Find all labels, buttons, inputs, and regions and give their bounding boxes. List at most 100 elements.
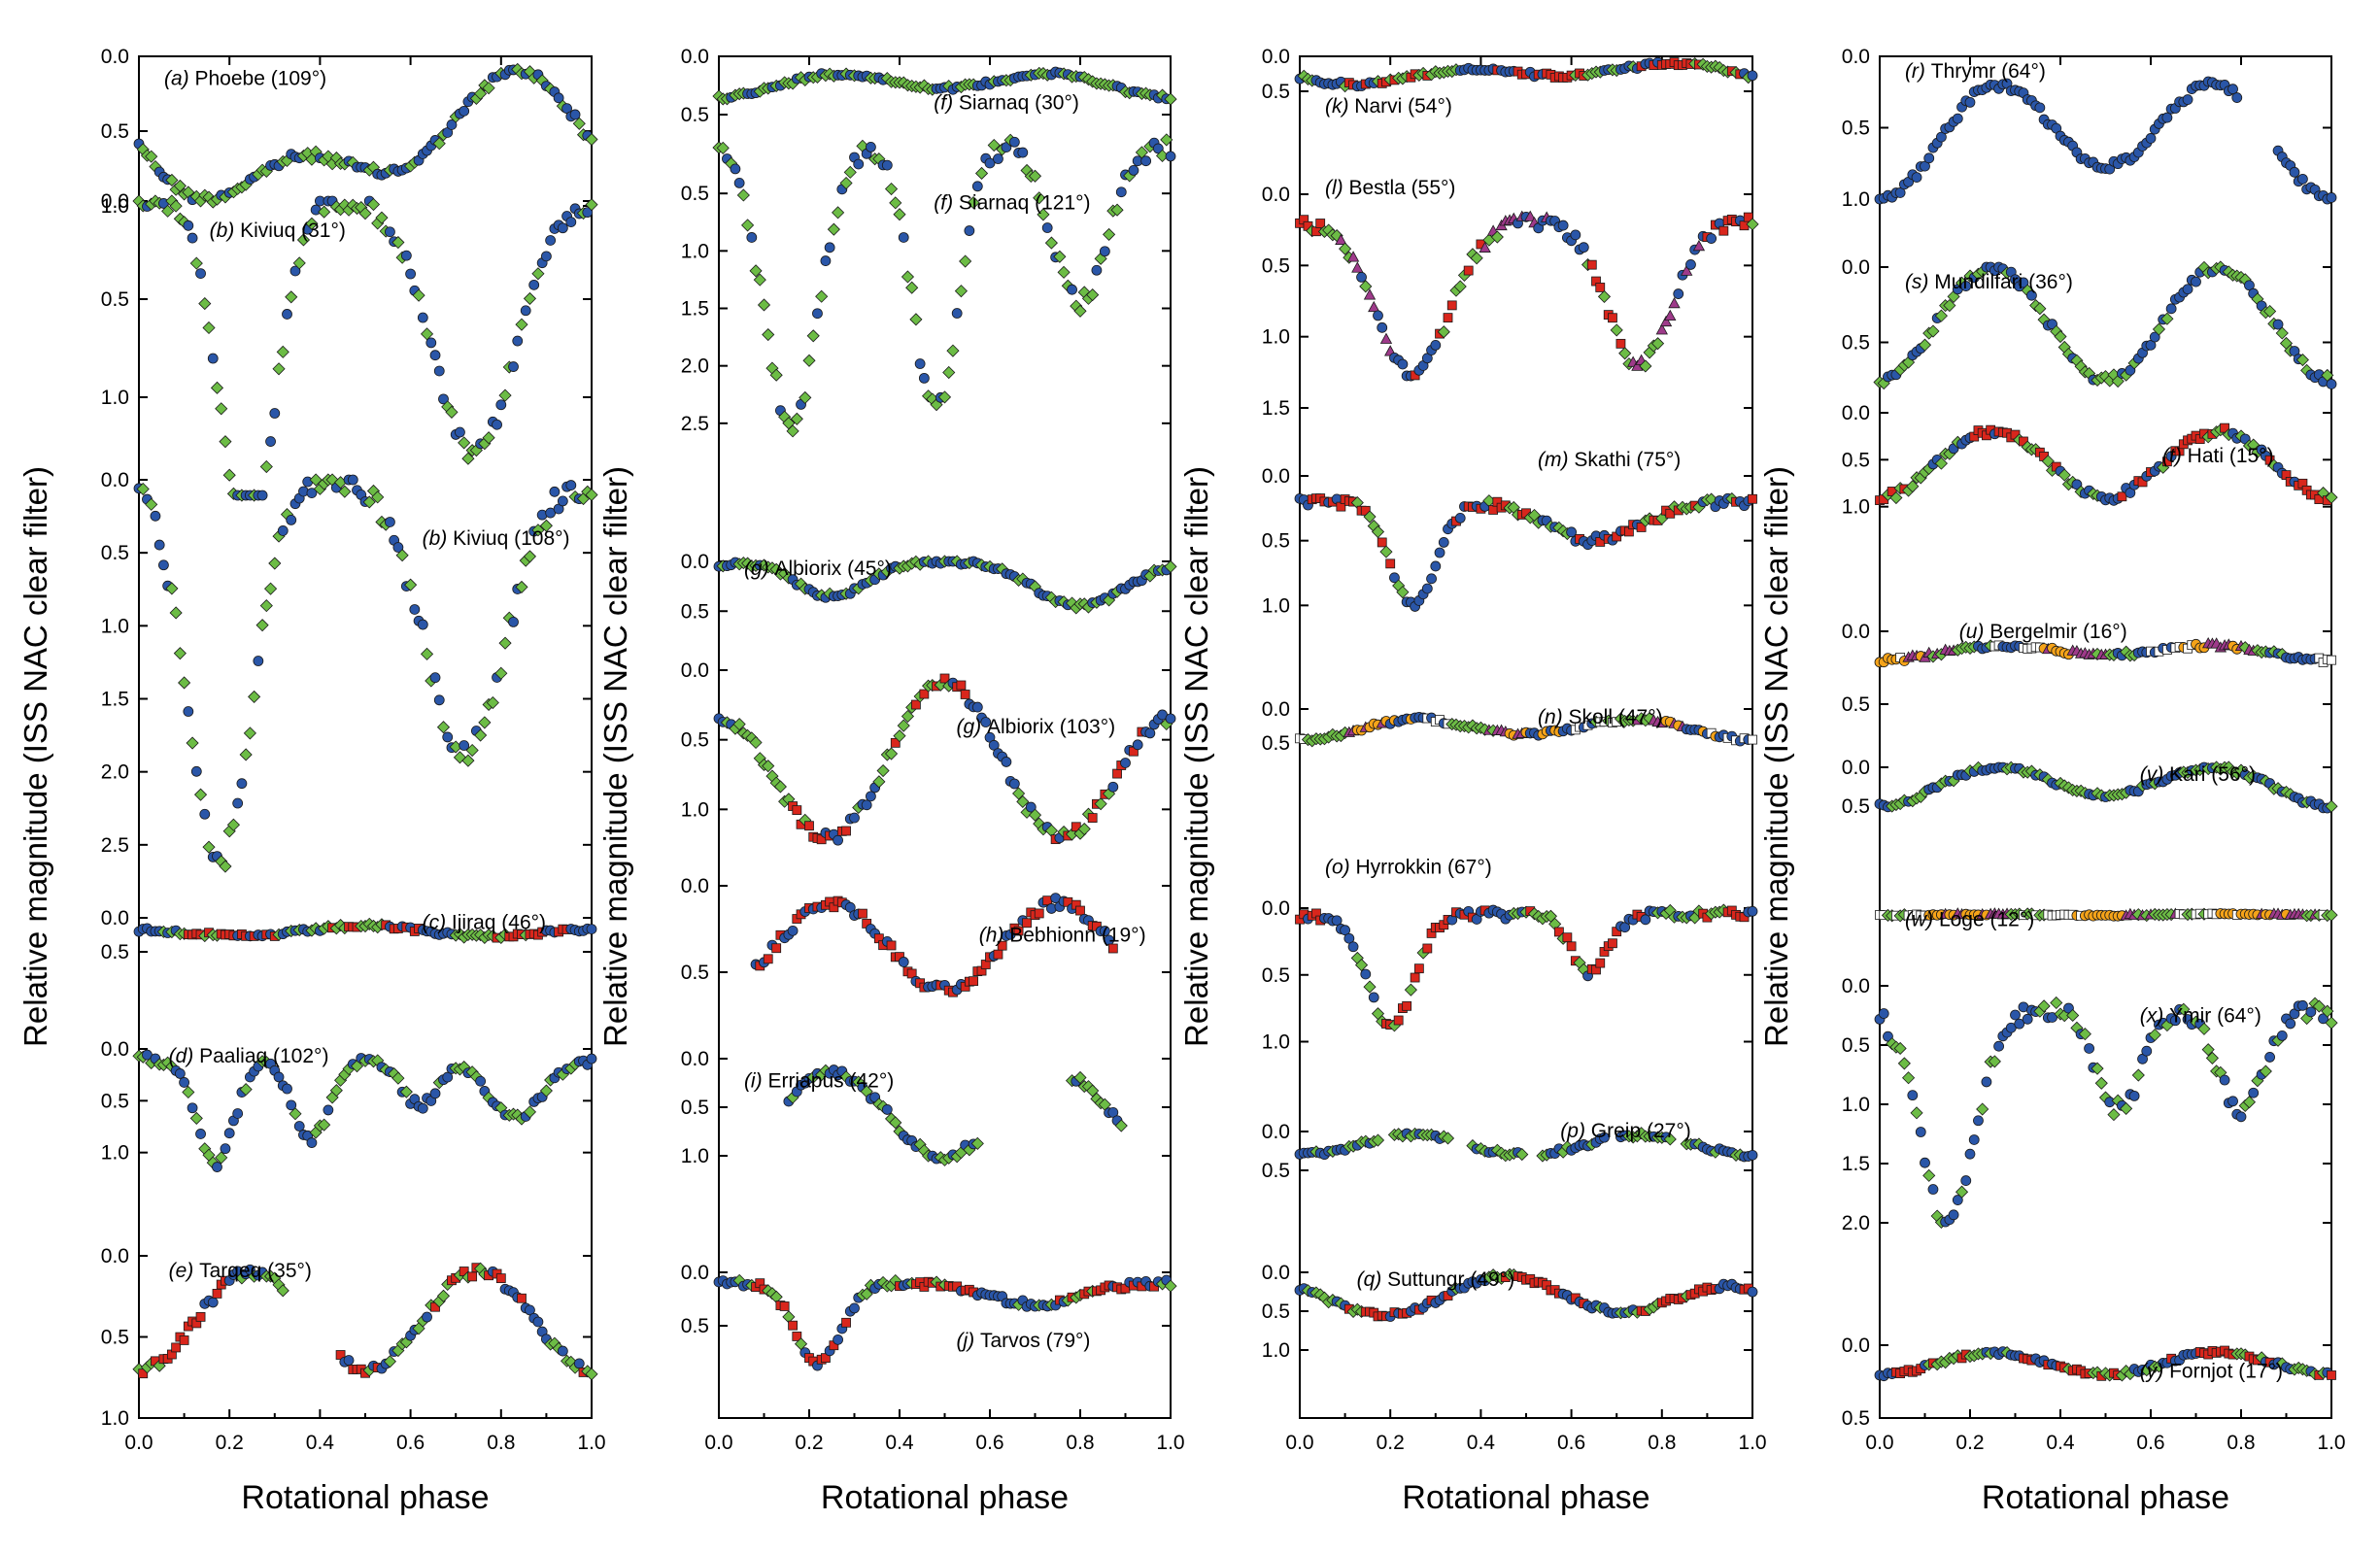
data-point: [1437, 325, 1450, 339]
data-point: [1351, 261, 1364, 273]
x-tick-label: 0.0: [1285, 1432, 1313, 1454]
data-point: [286, 1099, 297, 1111]
y-tick-label: 1.5: [1842, 1153, 1870, 1175]
y-tick-label: 1.5: [681, 298, 709, 321]
data-point: [405, 268, 417, 280]
satellite-name: Skathi (75°): [1574, 449, 1681, 471]
x-tick-label: 1.0: [1156, 1432, 1184, 1454]
data-point: [515, 318, 528, 331]
data-point: [1443, 313, 1453, 323]
data-point: [1112, 768, 1122, 779]
data-point: [202, 321, 216, 335]
satellite-name: Kiviuq (108°): [453, 527, 569, 550]
y-tick-label: 0.5: [1842, 332, 1870, 355]
y-tick-label: 0.0: [681, 1262, 709, 1284]
y-tick-label: 1.5: [101, 689, 129, 711]
data-point: [1746, 218, 1759, 231]
data-point: [984, 157, 996, 169]
data-point: [465, 743, 479, 758]
data-point: [586, 1053, 597, 1064]
x-tick-label: 0.2: [795, 1432, 823, 1454]
panel-mundilfari-2: 0.0 0.5 (s) Mundilfari (36°): [1842, 256, 2337, 390]
data-point: [306, 1137, 318, 1148]
data-point: [165, 173, 179, 187]
data-point: [2165, 303, 2177, 315]
x-tick-label: 1.0: [2317, 1432, 2345, 1454]
data-point: [215, 402, 228, 416]
x-tick-label: 0.8: [2227, 1432, 2255, 1454]
data-point: [565, 217, 577, 227]
data-point: [2182, 284, 2193, 295]
data-point: [532, 1316, 544, 1328]
x-tick-label: 0.0: [704, 1432, 732, 1454]
data-point: [508, 616, 519, 627]
satellite-name: Phoebe (109°): [194, 68, 326, 90]
data-point: [909, 313, 923, 326]
data-point: [1952, 113, 1963, 124]
y-tick-label: 2.5: [101, 834, 129, 857]
data-point: [1335, 233, 1347, 245]
data-point: [2141, 1045, 2153, 1057]
panel-phoebe-1: 0.0 0.5 1.0 (a) Phoebe (109°): [101, 46, 598, 218]
data-point: [1747, 1286, 1758, 1298]
y-tick-label: 2.0: [681, 355, 709, 378]
data-point: [1373, 310, 1383, 321]
data-point: [276, 1284, 289, 1298]
x-tick-label: 0.4: [1467, 1432, 1496, 1454]
data-point: [1878, 1008, 1889, 1019]
y-tick-label: 0.0: [1842, 256, 1870, 279]
data-point: [889, 196, 902, 210]
data-point: [475, 1075, 487, 1087]
data-point: [1041, 222, 1053, 233]
data-point: [1057, 265, 1071, 279]
data-point: [202, 840, 216, 854]
y-tick-label: 0.5: [101, 1327, 129, 1349]
y-tick-label: 0.5: [1842, 118, 1870, 140]
data-point: [190, 765, 202, 777]
data-point: [824, 242, 835, 253]
data-point: [1515, 1148, 1529, 1162]
y-tick-label: 2.0: [1842, 1212, 1870, 1234]
data-point: [1595, 958, 1606, 968]
data-point: [1599, 1132, 1610, 1143]
data-point: [553, 92, 564, 104]
data-point: [417, 1102, 428, 1114]
y-tick-label: 1.0: [101, 615, 129, 637]
data-point: [495, 399, 507, 411]
y-tick-label: 1.0: [1842, 1094, 1870, 1116]
data-point: [1964, 1148, 1976, 1160]
data-point: [296, 233, 311, 247]
panel-letter: (f): [934, 91, 959, 114]
x-tick-label: 0.8: [1648, 1432, 1676, 1454]
data-point: [967, 196, 980, 210]
data-point: [1379, 545, 1393, 558]
data-point: [716, 141, 730, 154]
data-point: [458, 436, 471, 450]
y-tick-label: 0.5: [1842, 693, 1870, 716]
data-point: [802, 354, 816, 367]
data-point: [1981, 1076, 1992, 1088]
data-point: [255, 619, 269, 632]
y-tick-label: 0.5: [1262, 254, 1290, 277]
data-point: [2327, 1370, 2336, 1380]
data-point: [169, 199, 183, 213]
data-point: [1570, 229, 1581, 241]
y-tick-label: 0.5: [101, 542, 129, 564]
data-point: [866, 142, 876, 152]
data-point: [1067, 284, 1077, 295]
y-tick-label: 0.0: [1262, 1121, 1290, 1143]
data-point: [343, 1355, 355, 1366]
satellite-name: Siarnaq (121°): [959, 191, 1091, 214]
panel-tarqeq-6: 0.0 0.5 1.0 (e) Tarqeq (35°): [101, 1245, 598, 1430]
y-tick-label: 0.0: [1842, 1334, 1870, 1357]
data-point: [1608, 938, 1617, 949]
x-axis-label: Rotational phase: [821, 1479, 1069, 1516]
panel-letter: (t): [2162, 445, 2188, 467]
data-point: [1091, 264, 1103, 276]
data-point: [2248, 1087, 2260, 1098]
data-point: [1354, 959, 1369, 972]
data-point: [1973, 1115, 1984, 1127]
x-tick-label: 0.6: [975, 1432, 1003, 1454]
satellite-name: Bestla (55°): [1348, 177, 1455, 199]
y-tick-label: 0.0: [101, 1038, 129, 1061]
